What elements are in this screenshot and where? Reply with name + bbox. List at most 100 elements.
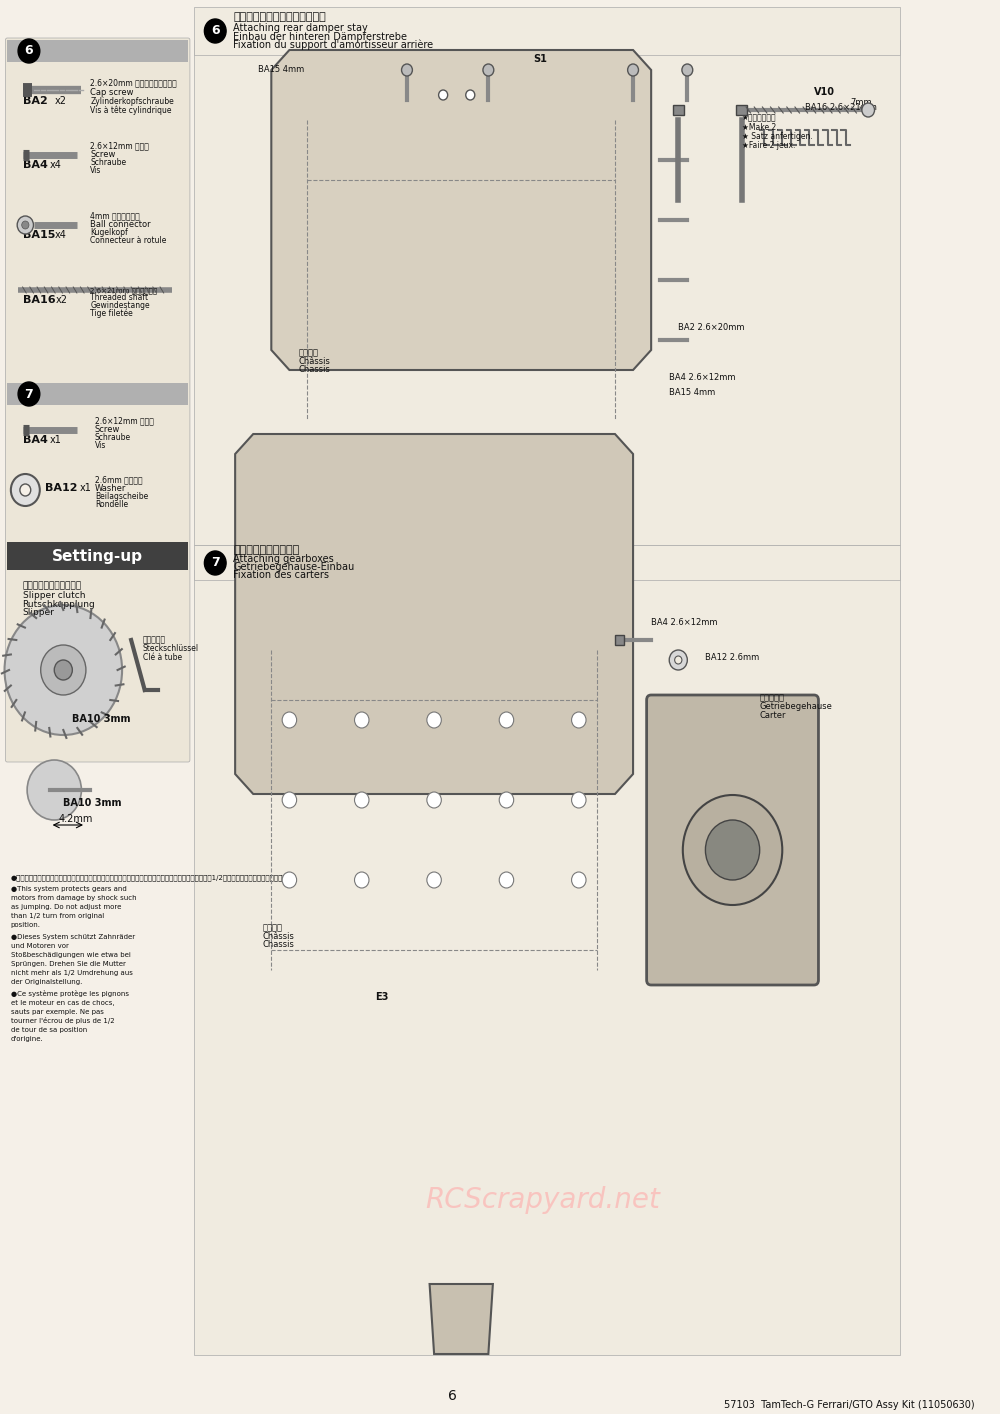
Text: 7mm: 7mm <box>850 98 872 107</box>
Text: x2: x2 <box>56 296 68 305</box>
Text: Steckschlüssel: Steckschlüssel <box>143 643 199 653</box>
Text: 7: 7 <box>25 387 33 400</box>
Circle shape <box>683 795 782 905</box>
Circle shape <box>483 64 494 76</box>
Circle shape <box>572 792 586 807</box>
Circle shape <box>282 713 297 728</box>
Circle shape <box>427 792 441 807</box>
Text: Rondelle: Rondelle <box>95 501 128 509</box>
Circle shape <box>20 484 31 496</box>
Text: V10: V10 <box>814 88 835 98</box>
Text: ★Faire 2 jeux.: ★Faire 2 jeux. <box>742 141 795 150</box>
Text: Washer: Washer <box>95 484 126 493</box>
Text: Kugelkopf: Kugelkopf <box>90 228 128 238</box>
Circle shape <box>355 792 369 807</box>
Text: Vis à tête cylindrique: Vis à tête cylindrique <box>90 106 172 115</box>
Text: Châssis: Châssis <box>262 932 294 940</box>
Text: シャーシ: シャーシ <box>298 348 318 356</box>
Circle shape <box>22 221 29 229</box>
Polygon shape <box>430 1284 493 1355</box>
Circle shape <box>466 90 475 100</box>
Text: 2.6mm ワッシャ: 2.6mm ワッシャ <box>95 475 143 484</box>
Text: シャーシ: シャーシ <box>262 923 282 932</box>
Circle shape <box>54 660 72 680</box>
Text: Screw: Screw <box>90 150 116 158</box>
Text: BA10 3mm: BA10 3mm <box>72 714 131 724</box>
Text: 2.6×12mm 丸ビス: 2.6×12mm 丸ビス <box>95 416 154 426</box>
Text: der Originalstellung.: der Originalstellung. <box>11 978 82 986</box>
Text: BA15: BA15 <box>23 230 55 240</box>
Text: ●ギャップ等の悪地などの大きなショックからギヤやモーターを守るシステムです。基準位置の位置から1/2回以上の調節はしないでください。: ●ギャップ等の悪地などの大きなショックからギヤやモーターを守るシステムです。基準… <box>11 874 292 881</box>
Text: 7: 7 <box>211 557 220 570</box>
Text: x1: x1 <box>50 436 62 445</box>
Text: Ball connector: Ball connector <box>90 221 151 229</box>
Circle shape <box>439 90 448 100</box>
Text: Rutschkupplung: Rutschkupplung <box>23 600 95 609</box>
Text: BA15 4mm: BA15 4mm <box>669 387 715 397</box>
Text: リヤダンパーステーの取り付け: リヤダンパーステーの取り付け <box>233 11 326 23</box>
Text: x4: x4 <box>50 160 62 170</box>
Text: Zylinderkopfschraube: Zylinderkopfschraube <box>90 98 174 106</box>
Bar <box>7 542 188 570</box>
Text: Schraube: Schraube <box>90 158 127 167</box>
FancyBboxPatch shape <box>5 38 190 762</box>
Text: BA12 2.6mm: BA12 2.6mm <box>705 653 760 662</box>
Text: ●Ce système protège les pignons: ●Ce système protège les pignons <box>11 990 129 997</box>
Text: ★２個作ります: ★２個作ります <box>742 113 776 122</box>
Bar <box>7 383 188 404</box>
Text: Chassis: Chassis <box>262 940 294 949</box>
Circle shape <box>572 713 586 728</box>
Text: x1: x1 <box>80 484 91 493</box>
Text: 2.6×20mm キャップスクリュー: 2.6×20mm キャップスクリュー <box>90 78 177 88</box>
Text: ●This system protects gears and: ●This system protects gears and <box>11 887 127 892</box>
Text: Fixation du support d'amortisseur arrière: Fixation du support d'amortisseur arrièr… <box>233 40 433 49</box>
Text: BA15 4mm: BA15 4mm <box>258 65 304 74</box>
Text: than 1/2 turn from original: than 1/2 turn from original <box>11 913 104 919</box>
Circle shape <box>5 605 122 735</box>
Text: BA4 2.6×12mm: BA4 2.6×12mm <box>669 373 736 382</box>
Text: 4.2mm: 4.2mm <box>59 814 93 824</box>
Bar <box>7 40 188 62</box>
Circle shape <box>17 216 33 233</box>
Text: 6: 6 <box>211 24 220 38</box>
Text: BA2: BA2 <box>23 96 47 106</box>
Text: Schraube: Schraube <box>95 433 131 443</box>
Circle shape <box>862 103 875 117</box>
Polygon shape <box>271 49 651 370</box>
Text: Einbau der hinteren Dämpferstrebe: Einbau der hinteren Dämpferstrebe <box>233 33 407 42</box>
Circle shape <box>18 382 40 406</box>
Circle shape <box>572 872 586 888</box>
Bar <box>194 7 900 55</box>
Text: ●Dieses System schützt Zahnräder: ●Dieses System schützt Zahnräder <box>11 935 135 940</box>
Text: Carter: Carter <box>760 711 786 720</box>
Text: Slipper clutch: Slipper clutch <box>23 591 85 600</box>
Text: Sprüngen. Drehen Sie die Mutter: Sprüngen. Drehen Sie die Mutter <box>11 962 126 967</box>
Text: Gewindestange: Gewindestange <box>90 301 150 310</box>
Text: （スリッパークラッチ）: （スリッパークラッチ） <box>23 581 82 590</box>
Text: E3: E3 <box>375 993 389 1003</box>
Text: de tour de sa position: de tour de sa position <box>11 1027 87 1034</box>
Bar <box>194 544 900 580</box>
Circle shape <box>499 872 514 888</box>
Text: x2: x2 <box>54 96 66 106</box>
Circle shape <box>204 18 226 42</box>
Circle shape <box>18 40 40 64</box>
Text: Clé à tube: Clé à tube <box>143 653 182 662</box>
Circle shape <box>204 551 226 575</box>
Text: Attaching rear damper stay: Attaching rear damper stay <box>233 23 368 33</box>
Circle shape <box>27 759 81 820</box>
Text: BA10 3mm: BA10 3mm <box>63 797 122 807</box>
Text: et le moteur en cas de chocs,: et le moteur en cas de chocs, <box>11 1000 114 1005</box>
Bar <box>615 635 624 645</box>
Text: 2.6×12mm 丸ビス: 2.6×12mm 丸ビス <box>90 141 149 150</box>
Text: ★Make 2.: ★Make 2. <box>742 123 778 132</box>
Text: Stoßbeschädigungen wie etwa bei: Stoßbeschädigungen wie etwa bei <box>11 952 131 959</box>
Text: Vis: Vis <box>95 441 106 450</box>
Text: BA4: BA4 <box>23 160 47 170</box>
Text: Getriebegehause-Einbau: Getriebegehause-Einbau <box>233 561 355 573</box>
Text: Cap screw: Cap screw <box>90 88 134 98</box>
Text: BA16 2.6×21mm: BA16 2.6×21mm <box>805 103 877 112</box>
Bar <box>736 105 747 115</box>
Bar <box>194 570 900 1355</box>
Text: BA4: BA4 <box>23 436 47 445</box>
